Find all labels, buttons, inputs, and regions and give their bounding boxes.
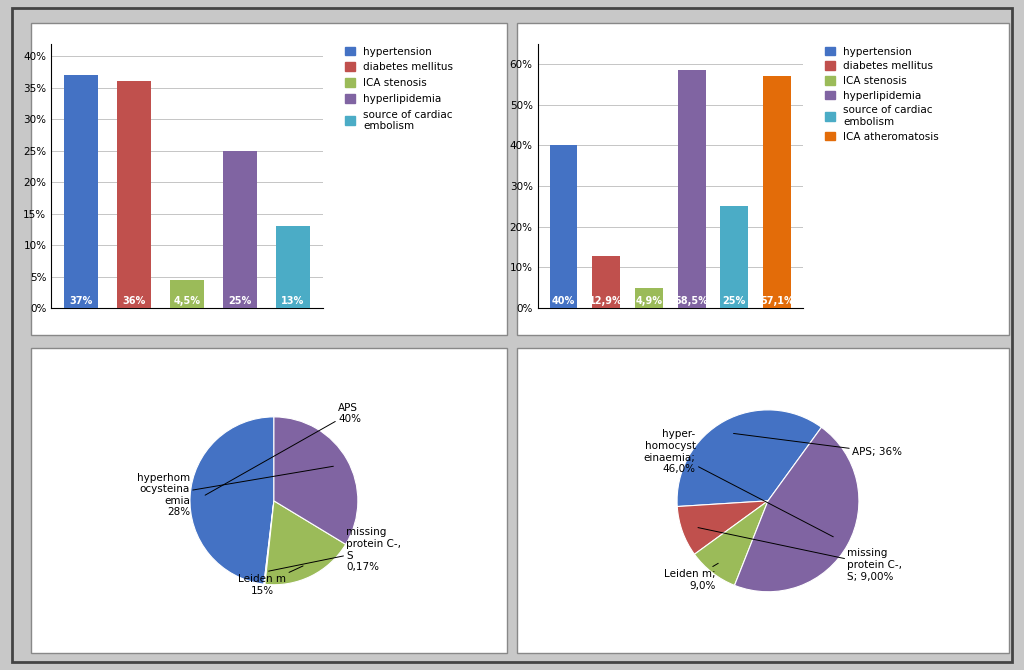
Bar	[721, 206, 749, 308]
Text: missing
protein C-,
S; 9,00%: missing protein C-, S; 9,00%	[698, 527, 902, 582]
Wedge shape	[273, 417, 357, 544]
Text: Leiden m;
9,0%: Leiden m; 9,0%	[664, 563, 718, 591]
Text: 25%: 25%	[228, 296, 252, 306]
Wedge shape	[265, 501, 346, 585]
Text: 57,1%: 57,1%	[760, 296, 794, 306]
Bar	[678, 70, 706, 308]
Text: 13%: 13%	[282, 296, 305, 306]
Wedge shape	[264, 501, 273, 584]
Text: hyperhom
ocysteina
emia
28%: hyperhom ocysteina emia 28%	[137, 466, 334, 517]
Bar	[592, 256, 621, 308]
Text: 36%: 36%	[122, 296, 145, 306]
Text: 37%: 37%	[70, 296, 92, 306]
Text: hyper-
homocyst
einaemia;
46,0%: hyper- homocyst einaemia; 46,0%	[644, 429, 834, 537]
Text: 4,9%: 4,9%	[636, 296, 663, 306]
Text: APS; 36%: APS; 36%	[733, 433, 902, 457]
Text: 12,9%: 12,9%	[590, 296, 624, 306]
Text: APS
40%: APS 40%	[205, 403, 361, 495]
Bar	[117, 81, 152, 308]
Wedge shape	[190, 417, 273, 584]
Bar	[275, 226, 310, 308]
Wedge shape	[734, 427, 859, 592]
Text: Leiden m
15%: Leiden m 15%	[239, 566, 303, 596]
Text: missing
protein C-,
S
0,17%: missing protein C-, S 0,17%	[268, 527, 401, 572]
Text: 40%: 40%	[552, 296, 575, 306]
Legend: hypertension, diabetes mellitus, ICA stenosis, hyperlipidemia, source of cardiac: hypertension, diabetes mellitus, ICA ste…	[341, 44, 457, 134]
Bar	[635, 288, 663, 308]
Bar	[170, 280, 204, 308]
Wedge shape	[677, 501, 768, 554]
Wedge shape	[694, 501, 768, 586]
Legend: hypertension, diabetes mellitus, ICA stenosis, hyperlipidemia, source of cardiac: hypertension, diabetes mellitus, ICA ste…	[821, 44, 942, 145]
Bar	[63, 75, 98, 308]
Bar	[223, 151, 257, 308]
Bar	[550, 145, 578, 308]
Text: 25%: 25%	[723, 296, 746, 306]
Text: 4,5%: 4,5%	[173, 296, 201, 306]
Wedge shape	[677, 410, 821, 507]
Text: 58,5%: 58,5%	[675, 296, 709, 306]
Bar	[763, 76, 791, 308]
